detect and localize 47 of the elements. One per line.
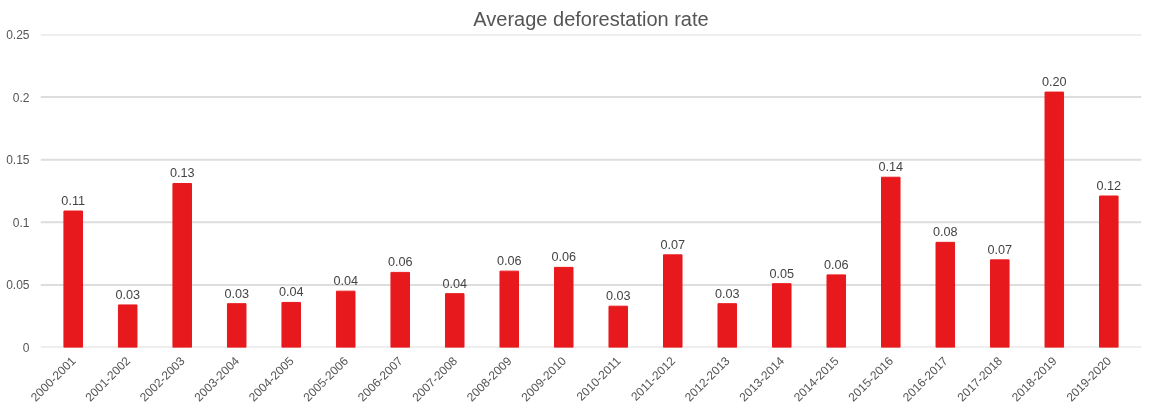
y-tick-label: 0.1	[12, 215, 30, 230]
bar	[662, 254, 683, 348]
data-label: 0.03	[115, 287, 141, 302]
data-label: 0.05	[769, 266, 795, 281]
bar	[1044, 91, 1065, 348]
data-label: 0.03	[224, 286, 250, 301]
data-label: 0.07	[987, 242, 1013, 257]
bar	[826, 274, 847, 348]
y-tick-label: 0	[22, 341, 30, 355]
data-label: 0.07	[660, 237, 686, 252]
y-tick-label: 0.15	[6, 153, 30, 168]
bar	[117, 304, 138, 348]
bar	[499, 270, 520, 348]
data-label: 0.04	[278, 285, 304, 300]
data-label: 0.03	[605, 289, 631, 304]
data-label: 0.04	[442, 276, 468, 291]
data-label: 0.12	[1096, 179, 1122, 194]
bar	[935, 241, 956, 348]
bar	[608, 305, 629, 348]
data-label: 0.03	[714, 286, 740, 301]
chart-title: Average deforestation rate	[473, 7, 709, 30]
data-label: 0.06	[551, 250, 577, 265]
bar	[390, 271, 410, 348]
bar	[717, 303, 738, 348]
data-label: 0.13	[169, 166, 195, 181]
data-label: 0.11	[61, 194, 86, 209]
bar	[335, 290, 356, 348]
bar	[444, 293, 465, 348]
bar	[772, 283, 792, 348]
bar	[1099, 195, 1119, 348]
bar	[281, 301, 301, 348]
data-label: 0.06	[823, 257, 849, 272]
y-tick-label: 0.2	[12, 90, 30, 105]
bar	[63, 210, 83, 348]
data-label: 0.06	[496, 254, 522, 269]
data-label: 0.14	[878, 160, 904, 175]
bar	[226, 303, 247, 348]
data-label: 0.04	[333, 274, 359, 289]
bar	[881, 176, 901, 348]
data-label: 0.08	[932, 225, 958, 240]
data-label: 0.06	[387, 255, 413, 270]
bar	[172, 182, 192, 348]
y-tick-label: 0.05	[6, 278, 30, 293]
bar	[990, 259, 1010, 348]
y-tick-label: 0.25	[6, 28, 30, 42]
bar	[553, 266, 574, 348]
data-label: 0.20	[1041, 75, 1067, 90]
